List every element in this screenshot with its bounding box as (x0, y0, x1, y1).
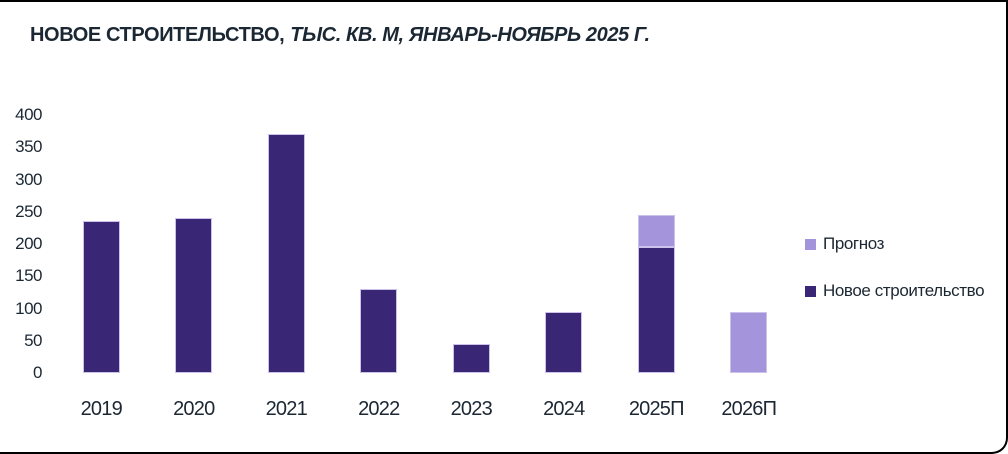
chart-title-bold: НОВОЕ СТРОИТЕЛЬСТВО, (30, 24, 285, 46)
y-tick-label: 0 (33, 363, 42, 382)
y-tick-label: 250 (15, 201, 42, 221)
legend-label: Новое строительство (823, 281, 985, 300)
plot-area (55, 115, 795, 373)
chart-legend: Прогноз Новое строительство (805, 234, 985, 328)
y-tick-label: 50 (24, 330, 42, 350)
y-tick-label: 100 (15, 298, 42, 318)
legend-item: Новое строительство (805, 281, 985, 301)
bar-2022 (360, 115, 398, 373)
x-tick-label: 2020 (173, 398, 215, 420)
bar-2019 (82, 115, 120, 373)
bar-segment-actual (82, 221, 120, 373)
x-tick-label: 2021 (265, 398, 308, 420)
bar-2020 (175, 115, 213, 373)
chart-title-subtitle: ТЫС. КВ. М, ЯНВАРЬ-НОЯБРЬ 2025 Г. (290, 24, 650, 46)
bar-2026П (730, 115, 768, 373)
x-tick-label: 2024 (543, 398, 585, 420)
y-tick-label: 300 (15, 169, 42, 189)
x-tick-label: 2025П (628, 398, 685, 420)
bar-2025П (637, 115, 675, 373)
x-tick-label: 2022 (358, 398, 400, 420)
bar-segment-actual (175, 218, 213, 373)
bar-segment-actual (360, 289, 398, 373)
bar-segment-forecast (637, 214, 675, 248)
bar-2023 (452, 115, 490, 373)
legend-swatch-icon (805, 238, 816, 250)
bar-segment-actual (267, 134, 305, 373)
legend-label: Прогноз (823, 234, 884, 253)
bar-segment-actual (637, 247, 675, 373)
x-tick-label: 2019 (80, 398, 123, 420)
bar-segment-actual (545, 311, 583, 373)
chart-title: НОВОЕ СТРОИТЕЛЬСТВО, ТЫС. КВ. М, ЯНВАРЬ-Н… (30, 24, 650, 47)
legend-item: Прогноз (805, 234, 984, 254)
bar-segment-forecast (730, 311, 768, 373)
y-tick-label: 400 (15, 105, 42, 124)
legend-swatch-icon (805, 285, 816, 297)
bar-2021 (267, 115, 305, 373)
x-tick-label: 2026П (721, 398, 777, 420)
bar-2024 (545, 115, 583, 373)
y-tick-label: 150 (15, 266, 42, 286)
x-tick-label: 2023 (450, 398, 493, 420)
y-tick-label: 350 (15, 137, 42, 157)
y-tick-label: 200 (15, 234, 42, 253)
bar-segment-actual (452, 343, 490, 373)
